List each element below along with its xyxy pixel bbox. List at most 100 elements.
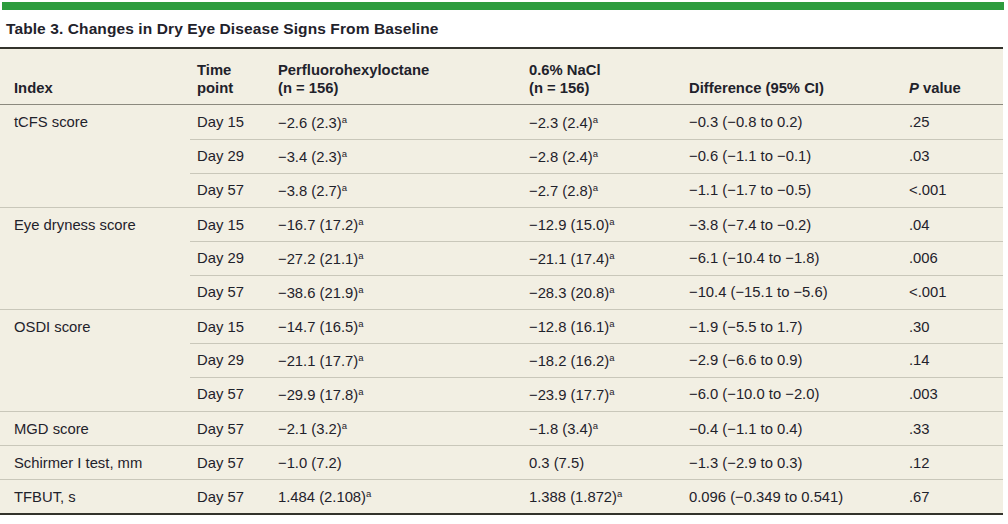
table-row: TFBUT, s Day 57 1.484 (2.108)a 1.388 (1.… <box>0 479 1003 513</box>
cell-nacl: −28.3 (20.8)a <box>529 284 689 301</box>
cell-pfho: 1.484 (2.108)a <box>278 488 529 505</box>
cell-difference: 0.096 (−0.349 to 0.541) <box>689 489 909 505</box>
cell-difference: −0.6 (−1.1 to −0.1) <box>689 148 909 164</box>
cell-difference: −10.4 (−15.1 to −5.6) <box>689 284 909 300</box>
row-divider <box>190 173 1003 174</box>
table-row: Day 29 −3.4 (2.3)a −2.8 (2.4)a −0.6 (−1.… <box>0 139 1003 173</box>
footnote-marker: a <box>366 488 371 499</box>
cell-p-value: .03 <box>909 148 1003 164</box>
cell-pfho: −3.4 (2.3)a <box>278 148 529 165</box>
cell-pfho: −3.8 (2.7)a <box>278 182 529 199</box>
cell-timepoint: Day 15 <box>197 217 278 233</box>
cell-pfho: −38.6 (21.9)a <box>278 284 529 301</box>
cell-p-value: .006 <box>909 250 1003 266</box>
cell-timepoint: Day 29 <box>197 352 278 368</box>
row-divider <box>190 343 1003 344</box>
cell-timepoint: Day 57 <box>197 455 278 471</box>
cell-timepoint: Day 57 <box>197 284 278 300</box>
cell-pfho: −2.6 (2.3)a <box>278 114 529 131</box>
table-row: MGD score Day 57 −2.1 (3.2)a −1.8 (3.4)a… <box>0 411 1003 445</box>
cell-p-value: .25 <box>909 114 1003 130</box>
footnote-marker: a <box>609 386 614 397</box>
table-row: Day 57 −29.9 (17.8)a −23.9 (17.7)a −6.0 … <box>0 377 1003 411</box>
cell-difference: −1.9 (−5.5 to 1.7) <box>689 319 909 335</box>
row-divider <box>190 275 1003 276</box>
cell-difference: −0.3 (−0.8 to 0.2) <box>689 114 909 130</box>
table-row: Day 57 −3.8 (2.7)a −2.7 (2.8)a −1.1 (−1.… <box>0 173 1003 207</box>
footnote-marker: a <box>617 488 622 499</box>
footnote-marker: a <box>358 216 363 227</box>
cell-p-value: .04 <box>909 217 1003 233</box>
cell-index: tCFS score <box>0 114 197 130</box>
cell-p-value: .30 <box>909 319 1003 335</box>
cell-nacl: −12.9 (15.0)a <box>529 216 689 233</box>
header-p-value: P value <box>909 79 1003 97</box>
footnote-marker: a <box>358 318 363 329</box>
cell-pfho: −21.1 (17.7)a <box>278 352 529 369</box>
table-row: Day 57 −38.6 (21.9)a −28.3 (20.8)a −10.4… <box>0 275 1003 309</box>
footnote-marker: a <box>342 114 347 125</box>
header-index: Index <box>0 79 197 97</box>
header-difference: Difference (95% CI) <box>689 79 909 97</box>
cell-timepoint: Day 57 <box>197 421 278 437</box>
cell-nacl: −2.3 (2.4)a <box>529 114 689 131</box>
header-time-point: Time point <box>197 61 278 97</box>
footnote-marker: a <box>609 318 614 329</box>
cell-p-value: .33 <box>909 421 1003 437</box>
cell-difference: −6.1 (−10.4 to −1.8) <box>689 250 909 266</box>
footnote-marker: a <box>593 182 598 193</box>
footnote-marker: a <box>358 250 363 261</box>
cell-p-value: .67 <box>909 489 1003 505</box>
cell-timepoint: Day 15 <box>197 319 278 335</box>
cell-p-value: .14 <box>909 352 1003 368</box>
cell-timepoint: Day 57 <box>197 489 278 505</box>
cell-timepoint: Day 29 <box>197 148 278 164</box>
footnote-marker: a <box>342 182 347 193</box>
cell-timepoint: Day 29 <box>197 250 278 266</box>
cell-timepoint: Day 57 <box>197 182 278 198</box>
cell-nacl: 0.3 (7.5) <box>529 454 689 471</box>
footnote-marker: a <box>342 420 347 431</box>
cell-nacl: −23.9 (17.7)a <box>529 386 689 403</box>
cell-difference: −3.8 (−7.4 to −0.2) <box>689 217 909 233</box>
header-nacl: 0.6% NaCl (n = 156) <box>529 61 689 97</box>
row-divider <box>190 377 1003 378</box>
footnote-marker: a <box>358 284 363 295</box>
cell-index: OSDI score <box>0 319 197 335</box>
cell-pfho: −29.9 (17.8)a <box>278 386 529 403</box>
footnote-marker: a <box>609 216 614 227</box>
top-accent-bar <box>2 2 1004 10</box>
header-perfluorohexyloctane: Perfluorohexyloctane (n = 156) <box>278 61 529 97</box>
table-title: Table 3. Changes in Dry Eye Disease Sign… <box>0 10 1003 49</box>
cell-p-value: <.001 <box>909 284 1003 300</box>
footnote-marker: a <box>593 114 598 125</box>
cell-index: Eye dryness score <box>0 217 197 233</box>
table-header-row: Index Time point Perfluorohexyloctane (n… <box>0 49 1003 105</box>
row-divider <box>190 139 1003 140</box>
cell-difference: −1.1 (−1.7 to −0.5) <box>689 182 909 198</box>
cell-difference: −0.4 (−1.1 to 0.4) <box>689 421 909 437</box>
footnote-marker: a <box>609 250 614 261</box>
row-divider <box>190 241 1003 242</box>
cell-nacl: −18.2 (16.2)a <box>529 352 689 369</box>
footnote-marker: a <box>358 352 363 363</box>
table-row: Day 29 −27.2 (21.1)a −21.1 (17.4)a −6.1 … <box>0 241 1003 275</box>
cell-p-value: .12 <box>909 455 1003 471</box>
cell-index: MGD score <box>0 421 197 437</box>
footnote-marker: a <box>358 386 363 397</box>
cell-nacl: −2.8 (2.4)a <box>529 148 689 165</box>
table-row: Day 29 −21.1 (17.7)a −18.2 (16.2)a −2.9 … <box>0 343 1003 377</box>
cell-p-value: .003 <box>909 386 1003 402</box>
cell-difference: −6.0 (−10.0 to −2.0) <box>689 386 909 402</box>
footnote-marker: a <box>593 420 598 431</box>
footnote-marker: a <box>609 352 614 363</box>
cell-difference: −2.9 (−6.6 to 0.9) <box>689 352 909 368</box>
table-row: OSDI score Day 15 −14.7 (16.5)a −12.8 (1… <box>0 309 1003 343</box>
cell-pfho: −1.0 (7.2) <box>278 454 529 471</box>
table-row: tCFS score Day 15 −2.6 (2.3)a −2.3 (2.4)… <box>0 105 1003 139</box>
cell-index: Schirmer I test, mm <box>0 455 197 471</box>
table-row: Schirmer I test, mm Day 57 −1.0 (7.2) 0.… <box>0 445 1003 479</box>
cell-difference: −1.3 (−2.9 to 0.3) <box>689 455 909 471</box>
cell-pfho: −16.7 (17.2)a <box>278 216 529 233</box>
cell-pfho: −2.1 (3.2)a <box>278 420 529 437</box>
